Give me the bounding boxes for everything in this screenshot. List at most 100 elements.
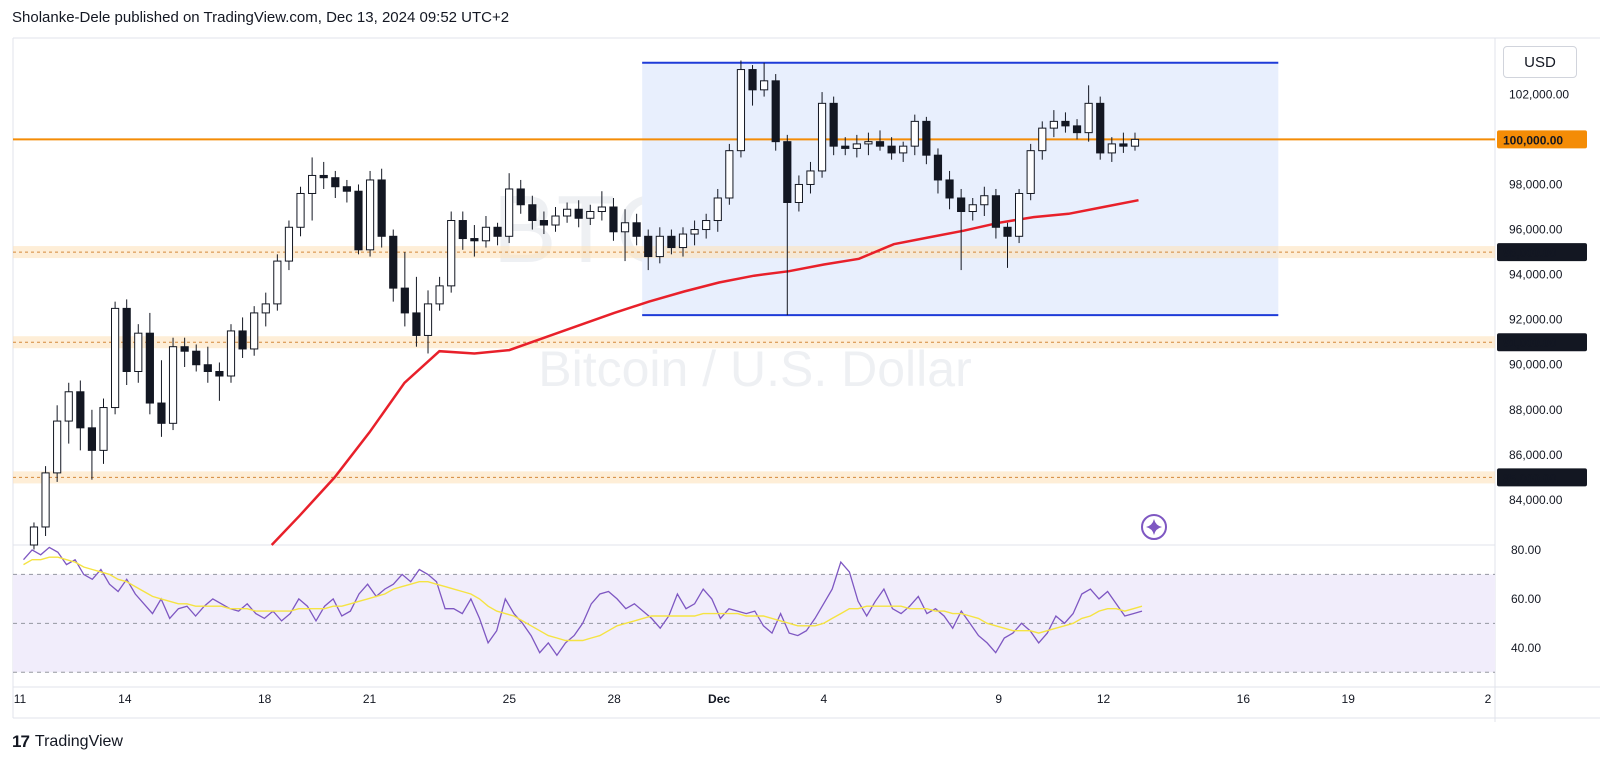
- candle-body[interactable]: [215, 370, 224, 377]
- candle-body[interactable]: [1061, 120, 1070, 127]
- candle-body[interactable]: [238, 330, 247, 350]
- candle-body[interactable]: [273, 260, 282, 305]
- support-band-85000[interactable]: [13, 471, 1495, 484]
- candle-body[interactable]: [458, 220, 467, 240]
- candle-body[interactable]: [354, 190, 363, 251]
- candle-body[interactable]: [690, 229, 699, 235]
- candle-body[interactable]: [296, 192, 305, 228]
- candle-body[interactable]: [539, 220, 549, 226]
- candle-body[interactable]: [261, 303, 270, 314]
- candle-body[interactable]: [180, 346, 189, 352]
- candle-body[interactable]: [389, 235, 398, 289]
- candle-body[interactable]: [157, 402, 166, 424]
- candle-body[interactable]: [122, 307, 131, 372]
- candle-body[interactable]: [1107, 143, 1116, 154]
- candle-body[interactable]: [470, 238, 479, 242]
- candle-body[interactable]: [760, 80, 769, 91]
- candle-body[interactable]: [1096, 102, 1105, 154]
- candle-body[interactable]: [806, 170, 815, 185]
- candle-body[interactable]: [505, 188, 514, 237]
- candle-body[interactable]: [29, 526, 39, 546]
- candle-body[interactable]: [400, 287, 409, 314]
- candle-body[interactable]: [875, 141, 885, 147]
- candle-body[interactable]: [702, 220, 711, 231]
- candle-body[interactable]: [365, 179, 375, 251]
- candle-body[interactable]: [41, 472, 50, 528]
- candle-body[interactable]: [87, 427, 97, 451]
- candle-body[interactable]: [76, 391, 85, 429]
- candle-body[interactable]: [563, 208, 572, 217]
- candle-body[interactable]: [783, 141, 792, 203]
- candle-body[interactable]: [377, 179, 386, 237]
- candle-body[interactable]: [667, 235, 676, 249]
- support-band-91000[interactable]: [13, 336, 1495, 349]
- candle-body[interactable]: [203, 364, 212, 372]
- candle-body[interactable]: [922, 120, 931, 156]
- support-band-95000[interactable]: [13, 246, 1495, 259]
- candle-body[interactable]: [111, 307, 120, 409]
- candle-body[interactable]: [64, 391, 73, 422]
- candle-body[interactable]: [551, 215, 560, 226]
- candle-body[interactable]: [192, 350, 201, 366]
- candle-body[interactable]: [145, 332, 154, 404]
- candle-body[interactable]: [980, 195, 989, 206]
- candle-body[interactable]: [713, 197, 722, 222]
- candle-body[interactable]: [99, 407, 108, 451]
- candle-body[interactable]: [319, 174, 328, 179]
- candle-body[interactable]: [655, 235, 664, 258]
- candle-body[interactable]: [991, 195, 1001, 228]
- candle-body[interactable]: [968, 204, 977, 213]
- sparkle-icon[interactable]: [1141, 514, 1167, 540]
- candle-body[interactable]: [493, 226, 502, 237]
- candle-body[interactable]: [516, 188, 525, 206]
- candle-body[interactable]: [284, 226, 294, 262]
- candle-body[interactable]: [829, 102, 838, 147]
- candle-body[interactable]: [632, 222, 641, 237]
- candle-body[interactable]: [1014, 192, 1024, 237]
- candle-body[interactable]: [771, 80, 780, 143]
- candle-body[interactable]: [134, 332, 143, 372]
- candle-body[interactable]: [817, 102, 827, 172]
- candle-body[interactable]: [447, 220, 456, 287]
- candle-body[interactable]: [748, 69, 757, 91]
- candle-body[interactable]: [331, 177, 340, 188]
- candle-body[interactable]: [841, 145, 850, 149]
- candle-body[interactable]: [53, 420, 62, 474]
- candle-body[interactable]: [250, 312, 259, 350]
- candle-body[interactable]: [1084, 102, 1093, 134]
- candle-body[interactable]: [342, 186, 351, 192]
- candle-body[interactable]: [933, 154, 943, 181]
- candle-body[interactable]: [1003, 226, 1012, 237]
- candle-body[interactable]: [957, 197, 966, 213]
- candle-body[interactable]: [1026, 150, 1035, 194]
- candle-body[interactable]: [864, 141, 873, 145]
- rsi-line[interactable]: [23, 546, 1143, 657]
- candle-body[interactable]: [945, 179, 954, 199]
- candle-body[interactable]: [678, 233, 688, 249]
- range-box[interactable]: [642, 62, 1279, 316]
- candle-body[interactable]: [887, 145, 896, 154]
- candle-body[interactable]: [794, 183, 803, 203]
- candle-body[interactable]: [1049, 120, 1058, 129]
- candle-body[interactable]: [481, 226, 491, 242]
- candle-body[interactable]: [586, 211, 595, 219]
- candle-body[interactable]: [412, 312, 421, 336]
- candle-body[interactable]: [574, 208, 583, 219]
- currency-button[interactable]: USD: [1503, 46, 1577, 78]
- candle-body[interactable]: [736, 69, 746, 152]
- candle-body[interactable]: [620, 222, 630, 233]
- rsi-signal-line[interactable]: [23, 556, 1143, 642]
- candle-body[interactable]: [1038, 127, 1047, 152]
- candle-body[interactable]: [168, 346, 178, 424]
- candle-body[interactable]: [910, 120, 919, 147]
- candle-body[interactable]: [1072, 125, 1082, 134]
- candle-body[interactable]: [423, 303, 433, 336]
- candle-body[interactable]: [528, 204, 537, 222]
- candle-body[interactable]: [725, 150, 734, 199]
- candle-body[interactable]: [609, 206, 618, 233]
- candle-body[interactable]: [852, 143, 861, 149]
- candle-body[interactable]: [1130, 138, 1140, 147]
- candle-body[interactable]: [899, 145, 908, 154]
- candle-body[interactable]: [597, 206, 606, 213]
